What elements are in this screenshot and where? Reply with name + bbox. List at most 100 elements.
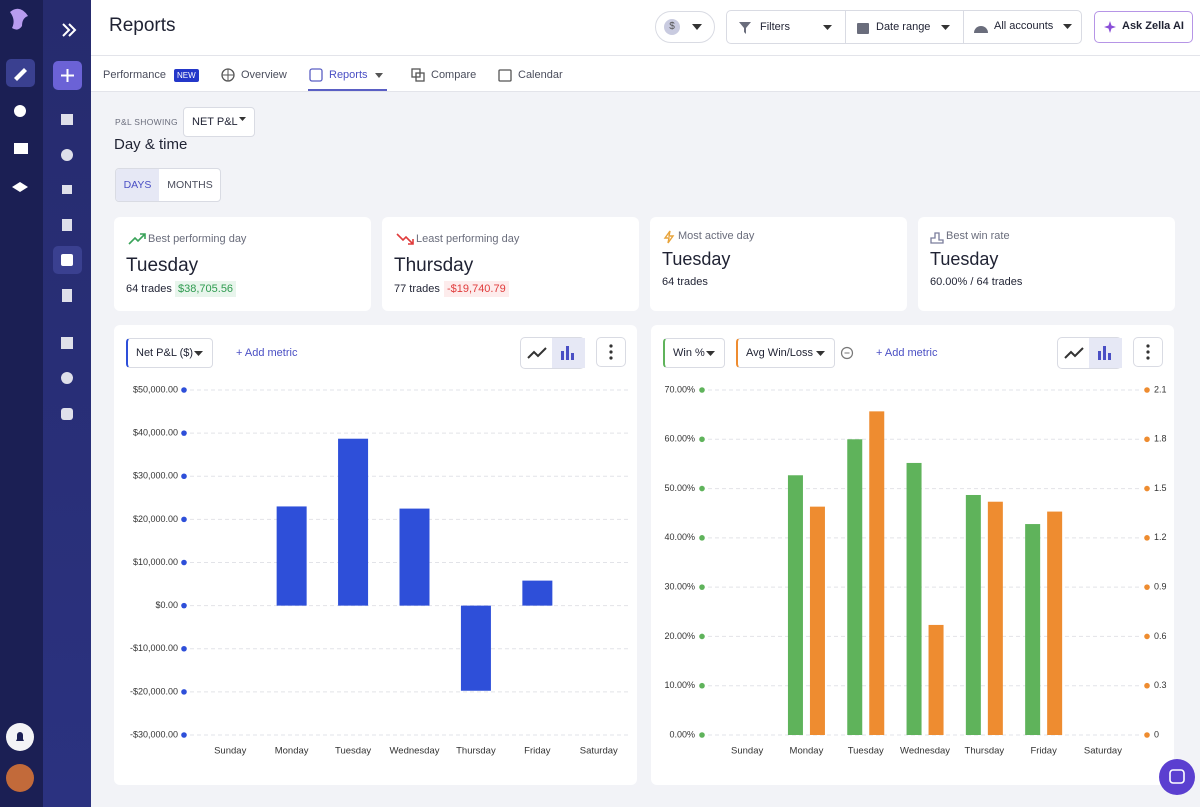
x-tick-label: Monday [790, 746, 824, 757]
caret [239, 117, 246, 121]
podium-icon [930, 232, 944, 244]
divider [963, 11, 964, 43]
ask-ai-label: Ask Zella AI [1122, 20, 1184, 32]
y2-tick-label: 0 [1154, 729, 1159, 739]
line-icon[interactable] [527, 345, 547, 361]
nav-icon[interactable] [62, 219, 72, 231]
y-tick-label: 50.00% [664, 483, 695, 493]
nav-icon[interactable] [61, 337, 73, 349]
page-title: Reports [109, 15, 176, 36]
card-trades: 77 trades [394, 283, 440, 295]
metric-select[interactable]: Net P&L ($) [126, 338, 213, 368]
expand-icon[interactable] [62, 23, 71, 37]
card-trades: 60.00% / 64 trades [930, 276, 1023, 288]
sidebar-icons [6, 8, 82, 792]
nav-icon[interactable] [14, 143, 28, 154]
sparkle-icon [1104, 21, 1116, 33]
y-tick-label: $0.00 [155, 600, 178, 610]
nav-icon[interactable] [61, 254, 73, 266]
nav-icon[interactable] [14, 68, 27, 81]
card-label: Best win rate [946, 230, 1010, 242]
nav-icon[interactable] [12, 182, 28, 192]
y2-tick-label: 0.3 [1154, 680, 1167, 690]
x-tick-label: Thursday [456, 746, 496, 757]
bar [928, 624, 944, 735]
y-tick-dot [181, 473, 187, 480]
metric-name: Avg Win/Loss [746, 347, 814, 359]
metric-select[interactable]: Avg Win/Loss [736, 338, 835, 368]
x-tick-label: Tuesday [848, 746, 884, 757]
ask-ai-button[interactable]: Ask Zella AI [1094, 11, 1193, 43]
metric-select[interactable]: Win % [663, 338, 725, 368]
x-tick-label: Wednesday [900, 746, 950, 757]
nav-icon[interactable] [61, 408, 73, 420]
nav-icon[interactable] [62, 185, 72, 194]
bar-icon [1098, 346, 1111, 360]
y2-tick-label: 0.6 [1154, 631, 1167, 641]
x-tick-label: Thursday [965, 746, 1005, 757]
bar [338, 438, 369, 606]
y-tick-dot [699, 436, 705, 443]
y-tick-dot [699, 633, 705, 640]
chart: -$30,000.00 -$20,000.00 -$10,000.00 $0.00 $1… [130, 384, 630, 757]
caret [1063, 24, 1072, 29]
chat-button[interactable] [1159, 759, 1195, 795]
add-metric[interactable]: + Add metric [236, 347, 298, 359]
y-tick-label: -$10,000.00 [130, 643, 178, 653]
caret [816, 351, 825, 356]
x-tick-label: Friday [524, 746, 551, 757]
y-tick-dot [699, 535, 705, 541]
nav-icon[interactable] [61, 149, 73, 161]
currency-toggle[interactable]: $ [655, 11, 715, 43]
more-menu[interactable] [1133, 337, 1163, 367]
caret [941, 25, 950, 30]
date-range-button[interactable]: Date range [876, 21, 931, 33]
days-option[interactable]: DAYS [116, 169, 159, 201]
filters-button[interactable]: Filters [760, 21, 790, 33]
pl-select[interactable]: NET P&L [183, 107, 255, 137]
bar [847, 439, 863, 735]
card-value: Thursday [394, 255, 474, 276]
expand-icon[interactable] [68, 23, 77, 37]
reports-icon [309, 68, 323, 82]
dots-icon [609, 344, 613, 360]
bar [987, 501, 1003, 735]
accounts-button[interactable]: All accounts [994, 20, 1054, 32]
line-icon[interactable] [1064, 345, 1084, 361]
card-value: Tuesday [662, 249, 731, 269]
y-tick-dot [181, 387, 187, 393]
info-icon[interactable] [840, 346, 854, 360]
tab-bar [91, 56, 1200, 92]
y-tick-dot [699, 732, 705, 738]
y2-tick-label: 1.5 [1154, 483, 1167, 493]
filter-icon [739, 22, 751, 34]
tab-reports[interactable]: Reports [329, 69, 368, 81]
y-tick-label: 70.00% [664, 384, 695, 394]
y-tick-dot [181, 559, 187, 566]
more-menu[interactable] [596, 337, 626, 367]
chart-type-toggle [520, 337, 585, 369]
months-option[interactable]: MONTHS [167, 179, 213, 191]
y-tick-label: 20.00% [664, 631, 695, 641]
bar [399, 508, 430, 606]
y-tick-dot [181, 689, 187, 695]
section-title: Day & time [114, 136, 188, 153]
nav-icon[interactable] [61, 372, 73, 384]
tab-performance[interactable]: Performance [103, 69, 166, 81]
nav-icon[interactable] [62, 289, 72, 302]
activity-icon [663, 230, 675, 244]
caret [706, 351, 715, 356]
avatar[interactable] [6, 764, 34, 792]
dots-icon [1146, 344, 1150, 360]
tab-overview[interactable]: Overview [241, 69, 287, 81]
y2-tick-dot [1144, 535, 1150, 541]
trend-up-icon [128, 233, 146, 245]
add-metric[interactable]: + Add metric [876, 347, 938, 359]
sidebar [43, 0, 91, 807]
tab-compare[interactable]: Compare [431, 69, 477, 81]
y-tick-label: $10,000.00 [133, 557, 178, 567]
nav-icon[interactable] [61, 114, 73, 125]
nav-icon[interactable] [14, 105, 26, 117]
tab-calendar[interactable]: Calendar [518, 69, 563, 81]
